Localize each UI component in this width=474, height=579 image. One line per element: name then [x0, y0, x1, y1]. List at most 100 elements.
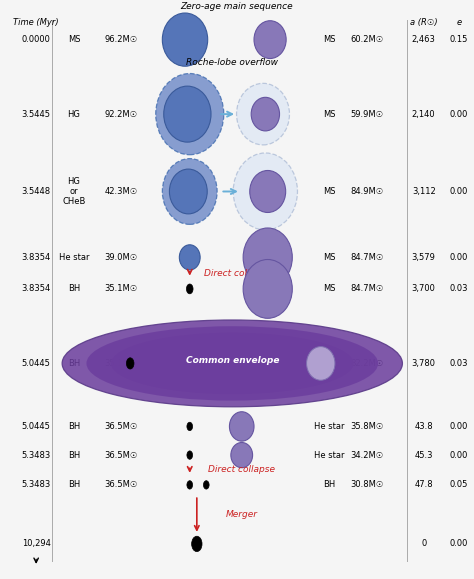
Text: 0: 0	[421, 540, 426, 548]
Ellipse shape	[187, 451, 192, 459]
Text: 0.00: 0.00	[450, 187, 468, 196]
Ellipse shape	[203, 481, 209, 489]
Text: 47.8: 47.8	[414, 481, 433, 489]
Text: He star: He star	[314, 450, 345, 460]
Text: a (R☉): a (R☉)	[410, 18, 438, 27]
Text: Zero-age main sequence: Zero-age main sequence	[181, 2, 293, 11]
Text: 2,140: 2,140	[412, 109, 436, 119]
Text: 0.00: 0.00	[450, 540, 468, 548]
Text: 96.2M☉: 96.2M☉	[105, 35, 138, 44]
Text: 59.9M☉: 59.9M☉	[350, 109, 383, 119]
Ellipse shape	[186, 284, 193, 294]
Text: 84.9M☉: 84.9M☉	[350, 187, 383, 196]
Text: Direct collapse: Direct collapse	[208, 466, 275, 475]
Text: 36.5M☉: 36.5M☉	[105, 450, 138, 460]
Text: BH: BH	[68, 284, 80, 294]
Text: Roche-lobe overflow: Roche-lobe overflow	[186, 58, 278, 67]
Text: CHeB: CHeB	[318, 359, 341, 368]
Ellipse shape	[231, 442, 253, 468]
Text: 3.5445: 3.5445	[22, 109, 51, 119]
Text: 0.00: 0.00	[450, 450, 468, 460]
Ellipse shape	[307, 347, 335, 380]
Ellipse shape	[237, 83, 290, 145]
Text: 35.1M☉: 35.1M☉	[105, 284, 138, 294]
Text: 39.0M☉: 39.0M☉	[105, 253, 138, 262]
Text: 5.3483: 5.3483	[21, 481, 51, 489]
Text: 82.2M☉: 82.2M☉	[350, 359, 383, 368]
Text: MS: MS	[323, 284, 336, 294]
Text: 92.2M☉: 92.2M☉	[105, 109, 138, 119]
Text: 10,294: 10,294	[22, 540, 51, 548]
Text: MS: MS	[68, 35, 80, 44]
Ellipse shape	[183, 351, 281, 376]
Text: 45.3: 45.3	[414, 450, 433, 460]
Text: 5.0445: 5.0445	[22, 359, 51, 368]
Text: Direct collapse: Direct collapse	[203, 269, 271, 278]
Ellipse shape	[243, 259, 292, 318]
Text: BH: BH	[68, 422, 80, 431]
Text: 0.05: 0.05	[450, 481, 468, 489]
Text: MS: MS	[323, 187, 336, 196]
Ellipse shape	[162, 159, 217, 225]
Text: MS: MS	[323, 35, 336, 44]
Text: He star: He star	[314, 422, 345, 431]
Ellipse shape	[187, 422, 192, 431]
Text: Merger: Merger	[226, 510, 258, 519]
Text: 0.15: 0.15	[450, 35, 468, 44]
Ellipse shape	[62, 320, 402, 407]
Ellipse shape	[159, 345, 305, 382]
Text: BH: BH	[68, 359, 80, 368]
Text: 30.8M☉: 30.8M☉	[350, 481, 383, 489]
Text: 84.7M☉: 84.7M☉	[350, 284, 383, 294]
Text: 3,579: 3,579	[412, 253, 436, 262]
Text: e: e	[456, 18, 462, 27]
Ellipse shape	[233, 153, 298, 230]
Ellipse shape	[86, 326, 378, 401]
Ellipse shape	[169, 169, 207, 214]
Text: Time (Myr): Time (Myr)	[13, 18, 59, 27]
Ellipse shape	[191, 536, 202, 552]
Text: BH: BH	[68, 450, 80, 460]
Text: 0.00: 0.00	[450, 422, 468, 431]
Ellipse shape	[162, 13, 208, 66]
Text: HG
or
CHeB: HG or CHeB	[62, 177, 86, 206]
Text: 0.03: 0.03	[450, 359, 468, 368]
Ellipse shape	[187, 481, 192, 489]
Text: 0.00: 0.00	[450, 109, 468, 119]
Text: 3,780: 3,780	[412, 359, 436, 368]
Ellipse shape	[156, 74, 224, 155]
Text: Common envelope: Common envelope	[185, 356, 279, 365]
Text: 84.7M☉: 84.7M☉	[350, 253, 383, 262]
Ellipse shape	[243, 228, 292, 287]
Ellipse shape	[127, 358, 134, 369]
Text: 0.0000: 0.0000	[22, 35, 51, 44]
Text: MS: MS	[323, 109, 336, 119]
Text: 3.8354: 3.8354	[21, 284, 51, 294]
Text: 36.5M☉: 36.5M☉	[105, 422, 138, 431]
Text: 35.1M☉: 35.1M☉	[105, 359, 138, 368]
Text: 36.5M☉: 36.5M☉	[105, 481, 138, 489]
Text: 0.03: 0.03	[450, 284, 468, 294]
Ellipse shape	[250, 170, 286, 212]
Text: 2,463: 2,463	[412, 35, 436, 44]
Ellipse shape	[251, 97, 280, 131]
Ellipse shape	[135, 339, 329, 388]
Text: 3,112: 3,112	[412, 187, 436, 196]
Text: 43.8: 43.8	[414, 422, 433, 431]
Text: 34.2M☉: 34.2M☉	[350, 450, 383, 460]
Text: HG: HG	[67, 109, 81, 119]
Text: 5.3483: 5.3483	[21, 450, 51, 460]
Ellipse shape	[254, 21, 286, 58]
Text: He star: He star	[59, 253, 89, 262]
Text: BH: BH	[323, 481, 335, 489]
Ellipse shape	[164, 86, 211, 142]
Text: 35.8M☉: 35.8M☉	[350, 422, 383, 431]
Ellipse shape	[229, 412, 254, 441]
Ellipse shape	[179, 245, 200, 270]
Text: 3.5448: 3.5448	[22, 187, 51, 196]
Text: 3,700: 3,700	[412, 284, 436, 294]
Text: MS: MS	[323, 253, 336, 262]
Text: 5.0445: 5.0445	[22, 422, 51, 431]
Text: 60.2M☉: 60.2M☉	[350, 35, 383, 44]
Ellipse shape	[111, 332, 354, 394]
